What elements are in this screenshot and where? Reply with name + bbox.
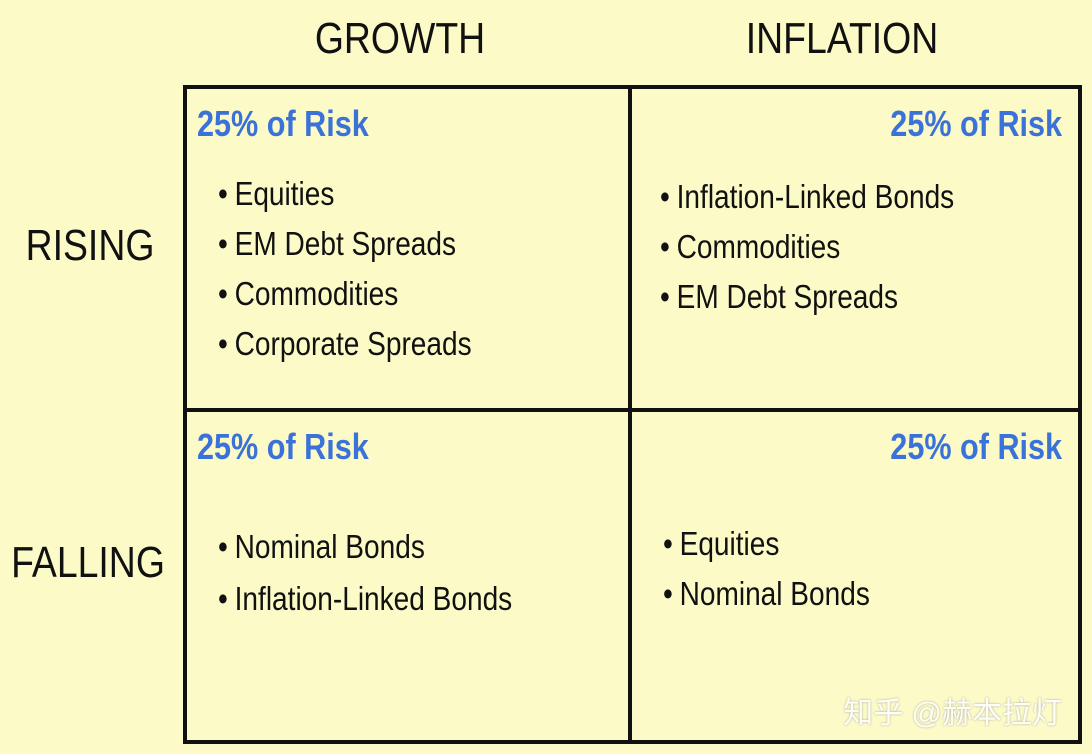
risk-share: 25% of Risk — [890, 103, 1062, 144]
row-header: FALLING — [11, 538, 165, 587]
column-header: INFLATION — [745, 14, 939, 63]
grid-divider — [628, 85, 632, 744]
asset-item: Inflation-Linked Bonds — [218, 580, 513, 618]
asset-item: Equities — [218, 175, 335, 213]
asset-item: Commodities — [218, 275, 399, 313]
grid-divider — [183, 408, 1082, 412]
asset-item: Commodities — [660, 228, 841, 266]
asset-item: EM Debt Spreads — [218, 225, 456, 263]
risk-share: 25% of Risk — [890, 426, 1062, 467]
asset-item: EM Debt Spreads — [660, 278, 898, 316]
watermark: 知乎 @赫本拉灯 — [843, 697, 1062, 730]
risk-share: 25% of Risk — [197, 103, 369, 144]
risk-share: 25% of Risk — [197, 426, 369, 467]
grid-frame — [183, 85, 1082, 744]
column-header: GROWTH — [314, 14, 486, 63]
asset-item: Corporate Spreads — [218, 325, 472, 363]
row-header: RISING — [25, 221, 155, 270]
asset-item: Nominal Bonds — [218, 528, 425, 566]
asset-item: Equities — [663, 525, 780, 563]
asset-item: Nominal Bonds — [663, 575, 870, 613]
asset-item: Inflation-Linked Bonds — [660, 178, 955, 216]
